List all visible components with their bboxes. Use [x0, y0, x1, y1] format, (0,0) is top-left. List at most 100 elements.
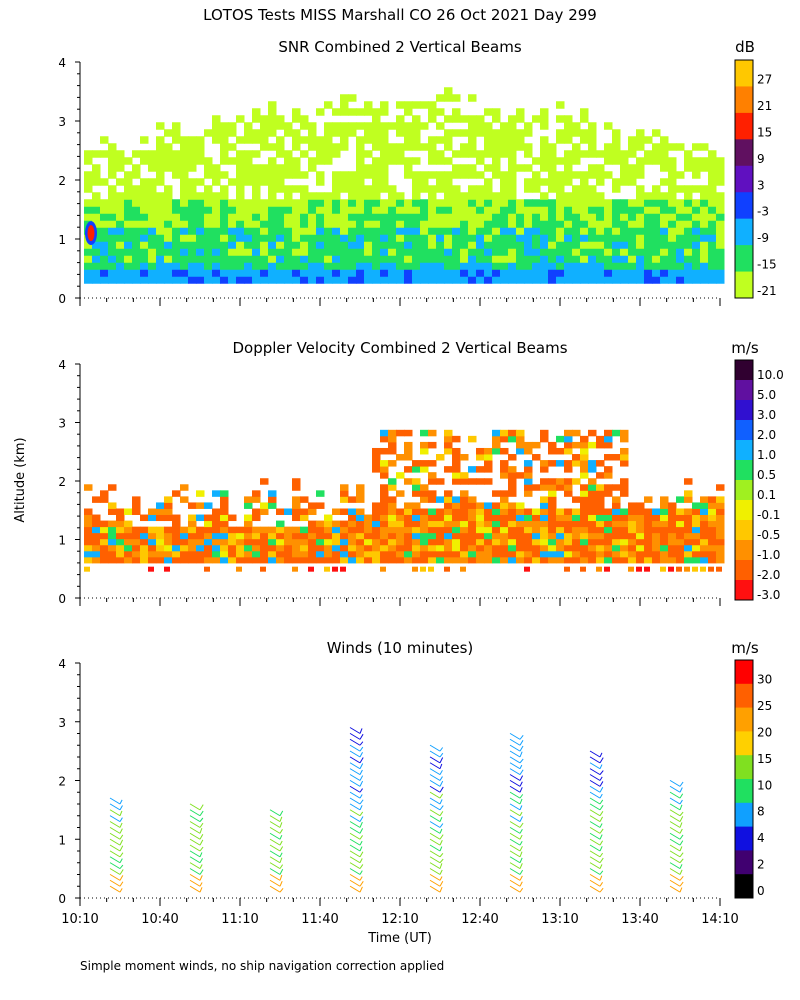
doppler-cell	[372, 538, 381, 546]
wind-barb-flag	[509, 791, 521, 799]
snr-cell	[476, 199, 485, 207]
snr-cell	[364, 171, 373, 179]
doppler-cell	[284, 538, 293, 546]
wind-barb-flag	[189, 862, 201, 870]
doppler-cell	[356, 550, 365, 558]
doppler-cell	[580, 514, 589, 522]
snr-cell	[164, 206, 173, 214]
snr-cell	[500, 199, 509, 207]
snr-cell	[676, 220, 685, 228]
doppler-cell	[476, 478, 485, 485]
snr-cell	[428, 269, 437, 277]
doppler-cell	[508, 472, 517, 479]
snr-cell	[612, 269, 621, 277]
doppler-cell	[700, 556, 709, 564]
doppler-cell	[372, 460, 381, 467]
colorbar-label: 4	[757, 831, 765, 845]
doppler-cell	[412, 490, 421, 497]
snr-cell	[340, 94, 349, 102]
doppler-cell	[564, 484, 573, 491]
doppler-cell	[444, 429, 453, 437]
doppler-cell	[540, 496, 549, 503]
wind-barb-flag	[669, 826, 681, 834]
doppler-cell	[564, 556, 573, 564]
wind-barb-flag	[509, 762, 521, 770]
snr-cell	[708, 199, 717, 207]
snr-cell	[188, 213, 197, 221]
snr-cell	[396, 206, 405, 214]
doppler-cell	[124, 550, 133, 558]
snr-cell	[388, 248, 397, 256]
snr-cell	[188, 157, 197, 165]
snr-cell	[660, 234, 669, 242]
snr-cell	[404, 255, 413, 263]
snr-cell	[252, 150, 261, 158]
doppler-cell	[612, 544, 621, 552]
doppler-cell	[444, 441, 453, 449]
wind-barb-staff	[199, 864, 203, 869]
colorbar-swatch	[735, 245, 753, 273]
snr-cell	[628, 220, 637, 228]
doppler-cell	[460, 550, 469, 558]
doppler-cell	[324, 526, 333, 534]
wind-barb-staff	[359, 881, 364, 887]
doppler-cell	[596, 441, 605, 449]
doppler-cell	[180, 550, 189, 558]
doppler-cell	[540, 520, 549, 528]
wind-barb-staff	[599, 781, 604, 787]
doppler-cell	[628, 538, 637, 546]
wind-barb-flag	[429, 862, 441, 870]
wind-barb-staff	[199, 817, 204, 822]
snr-cell	[172, 269, 181, 277]
snr-cell	[580, 115, 589, 123]
snr-cell	[396, 255, 405, 263]
doppler-cell	[172, 532, 181, 540]
doppler-cell	[444, 556, 453, 564]
doppler-cell	[252, 544, 261, 552]
wind-barb-staff	[679, 875, 684, 881]
snr-cell	[516, 164, 525, 172]
snr-cell	[260, 241, 269, 249]
snr-cell	[204, 171, 213, 179]
snr-cell	[412, 115, 421, 123]
wind-barb-flag	[669, 850, 681, 858]
snr-cell	[644, 199, 653, 207]
snr-cell	[676, 255, 685, 263]
doppler-cell	[684, 520, 693, 528]
snr-cell	[532, 213, 541, 221]
doppler-cell	[564, 520, 573, 528]
snr-cell	[252, 234, 261, 242]
snr-cell	[492, 269, 501, 277]
snr-cell	[588, 150, 597, 158]
snr-cell	[452, 171, 461, 179]
wind-barb-flag	[189, 838, 201, 846]
snr-cell	[708, 185, 717, 193]
doppler-cell	[540, 514, 549, 522]
snr-cell	[476, 276, 485, 284]
snr-cell	[644, 206, 653, 214]
snr-cell	[420, 171, 429, 179]
snr-cell	[452, 115, 461, 123]
snr-cell	[276, 213, 285, 221]
doppler-cell	[628, 532, 637, 540]
snr-cell	[252, 227, 261, 235]
snr-cell	[484, 122, 493, 130]
wind-barb-flag	[509, 850, 521, 858]
doppler-cell	[524, 544, 533, 552]
doppler-cell	[524, 441, 533, 449]
doppler-speckle	[660, 566, 666, 572]
snr-cell	[460, 220, 469, 228]
wind-barb-staff	[679, 787, 683, 793]
doppler-cell	[524, 526, 533, 534]
doppler-cell	[572, 496, 581, 503]
doppler-cell	[380, 496, 389, 503]
doppler-cell	[268, 496, 277, 503]
colorbar-label: 10	[757, 778, 772, 792]
wind-barb-flag	[349, 885, 361, 893]
snr-cell	[404, 108, 413, 116]
doppler-cell	[428, 526, 437, 534]
snr-cell	[548, 248, 557, 256]
doppler-cell	[468, 502, 477, 509]
doppler-cell	[212, 526, 221, 534]
y-tick-label: 4	[58, 358, 66, 372]
